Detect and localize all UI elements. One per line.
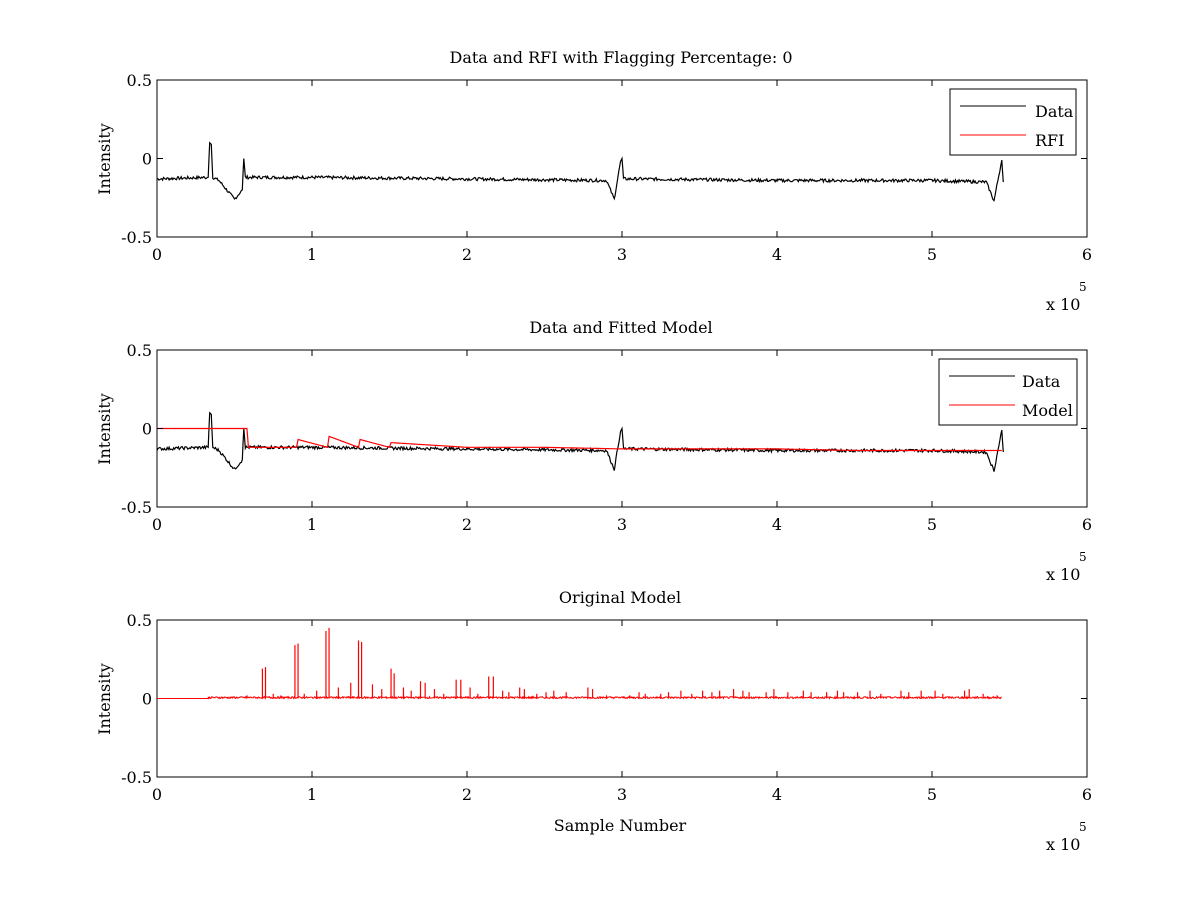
legend-label-data: Data	[1022, 372, 1061, 391]
legend-label-data: Data	[1035, 102, 1074, 121]
x-multiplier-base: x 10	[1046, 295, 1080, 314]
y-tick-label: -0.5	[121, 768, 152, 787]
panel-title: Data and RFI with Flagging Percentage: 0	[449, 48, 792, 67]
x-tick-label: 1	[307, 785, 317, 804]
x-tick-label: 0	[152, 245, 162, 264]
y-tick-label: 0	[142, 690, 152, 709]
panel-data-rfi: Data and RFI with Flagging Percentage: 0…	[95, 48, 1092, 314]
legend-label-rfi: RFI	[1035, 131, 1064, 150]
x-tick-label: 6	[1082, 515, 1092, 534]
legend-box	[949, 88, 1077, 156]
x-tick-label: 4	[772, 515, 782, 534]
x-tick-label: 1	[307, 515, 317, 534]
panel-title: Data and Fitted Model	[529, 318, 712, 337]
x-multiplier-exponent: 5	[1079, 550, 1087, 564]
x-tick-label: 3	[617, 245, 627, 264]
panel-original-model: Original Model Intensity Sample Number x…	[95, 588, 1092, 854]
x-tick-label: 4	[772, 785, 782, 804]
y-tick-label: 0	[142, 150, 152, 169]
x-tick-label: 5	[927, 515, 937, 534]
panel-data-fitted-model: Data and Fitted Model Intensity x 10 5 D…	[95, 318, 1092, 584]
legend-label-model: Model	[1022, 401, 1073, 420]
x-tick-label: 3	[617, 785, 627, 804]
x-tick-label: 3	[617, 515, 627, 534]
x-tick-label: 2	[462, 245, 472, 264]
x-tick-label: 1	[307, 245, 317, 264]
x-axis-label: Sample Number	[554, 816, 687, 835]
y-tick-label: -0.5	[121, 228, 152, 247]
y-tick-label: 0	[142, 420, 152, 439]
y-tick-label: 0.5	[127, 71, 152, 90]
x-tick-label: 2	[462, 515, 472, 534]
y-tick-label: 0.5	[127, 611, 152, 630]
x-multiplier-exponent: 5	[1079, 820, 1087, 834]
y-tick-label: -0.5	[121, 498, 152, 517]
legend-box	[938, 358, 1078, 426]
x-multiplier-base: x 10	[1046, 835, 1080, 854]
x-tick-label: 0	[152, 515, 162, 534]
x-tick-label: 5	[927, 245, 937, 264]
x-tick-label: 0	[152, 785, 162, 804]
y-tick-label: 0.5	[127, 341, 152, 360]
series-baseline-line	[157, 695, 1002, 700]
x-tick-label: 5	[927, 785, 937, 804]
legend: Data Model	[938, 358, 1078, 426]
x-multiplier-base: x 10	[1046, 565, 1080, 584]
x-tick-label: 4	[772, 245, 782, 264]
y-axis-label: Intensity	[95, 663, 114, 735]
x-multiplier-exponent: 5	[1079, 280, 1087, 294]
x-tick-label: 2	[462, 785, 472, 804]
panel-title: Original Model	[559, 588, 681, 607]
series-line-model	[157, 427, 1002, 452]
legend: Data RFI	[949, 88, 1077, 156]
y-axis-label: Intensity	[95, 393, 114, 465]
x-tick-label: 6	[1082, 245, 1092, 264]
y-axis-label: Intensity	[95, 123, 114, 195]
series-line-data	[156, 141, 1004, 202]
x-tick-label: 6	[1082, 785, 1092, 804]
